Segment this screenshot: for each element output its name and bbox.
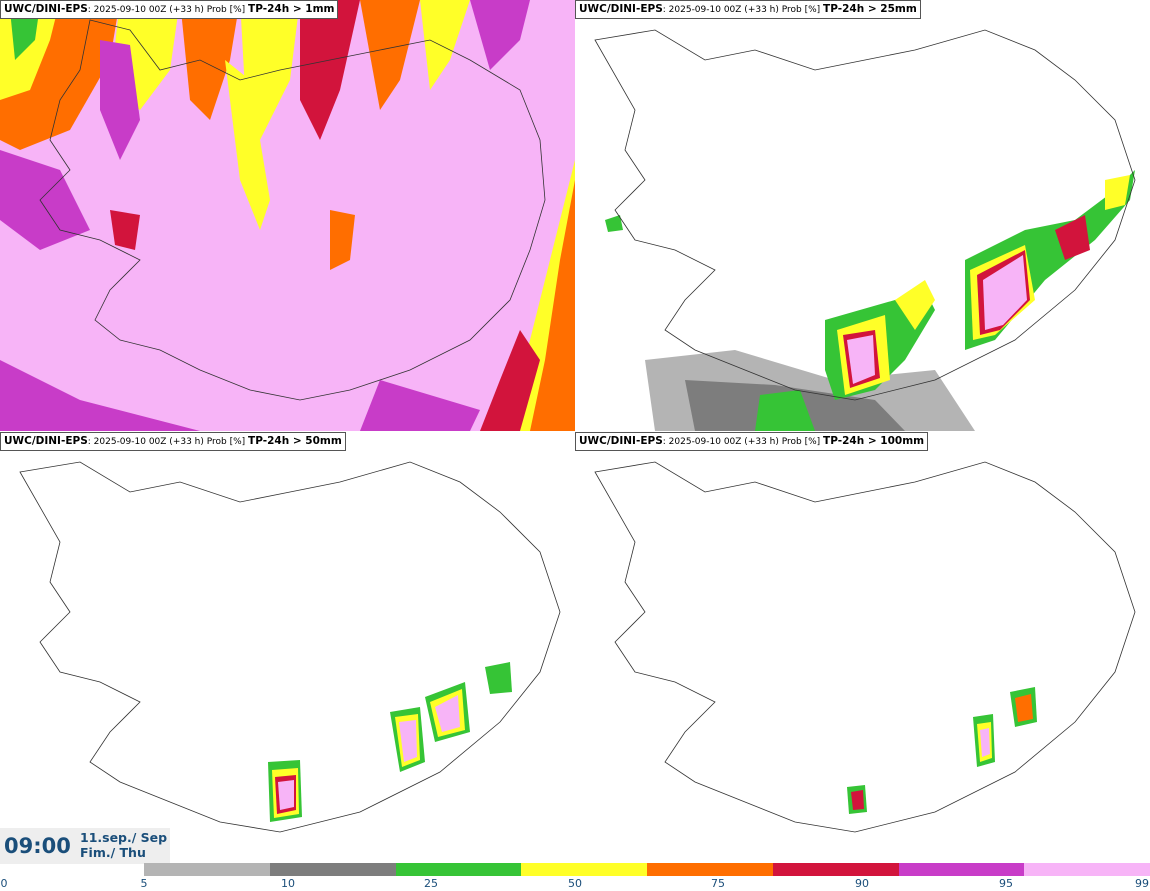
legend-tick-label: 10 [281, 877, 295, 890]
legend-swatch [1024, 863, 1150, 876]
legend-tick-label: 90 [855, 877, 869, 890]
map-panel-1mm: UWC/DINI-EPS: 2025-09-10 00Z (+33 h) Pro… [0, 0, 575, 431]
legend-swatch [269, 863, 396, 876]
valid-date: 11.sep./ Sep Fim./ Thu [80, 830, 167, 860]
probability-map [19, 461, 561, 833]
legend-swatch [898, 863, 1025, 876]
legend-tick-label: 75 [711, 877, 725, 890]
probability-legend-bar [144, 863, 1150, 876]
probability-map [594, 461, 1136, 833]
legend-swatch [395, 863, 522, 876]
valid-time: 09:00 [4, 834, 71, 858]
panel-title: UWC/DINI-EPS: 2025-09-10 00Z (+33 h) Pro… [0, 0, 339, 19]
legend-swatch [521, 863, 648, 876]
legend-tick-label: 99 [1135, 877, 1149, 890]
valid-time-box: 09:00 11.sep./ Sep Fim./ Thu [0, 828, 170, 864]
legend-tick-label: 25 [424, 877, 438, 890]
map-panel-50mm: UWC/DINI-EPS: 2025-09-10 00Z (+33 h) Pro… [0, 432, 575, 863]
panel-title: UWC/DINI-EPS: 2025-09-10 00Z (+33 h) Pro… [575, 432, 929, 451]
legend-swatch [144, 863, 271, 876]
legend-tick-label: 0 [0, 877, 8, 890]
map-panel-100mm: UWC/DINI-EPS: 2025-09-10 00Z (+33 h) Pro… [575, 432, 1150, 863]
legend-tick-label: 95 [999, 877, 1013, 890]
panel-title: UWC/DINI-EPS: 2025-09-10 00Z (+33 h) Pro… [0, 432, 346, 451]
valid-date-line1: 11.sep./ Sep [80, 830, 168, 845]
legend-tick-label: 50 [568, 877, 582, 890]
legend-tick-label: 5 [140, 877, 148, 890]
panel-title: UWC/DINI-EPS: 2025-09-10 00Z (+33 h) Pro… [575, 0, 921, 19]
valid-date-line2: Fim./ Thu [80, 845, 146, 860]
probability-map [594, 29, 1136, 431]
legend-swatch [647, 863, 774, 876]
probability-map [0, 0, 575, 431]
legend-swatch [772, 863, 899, 876]
map-panel-25mm: UWC/DINI-EPS: 2025-09-10 00Z (+33 h) Pro… [575, 0, 1150, 431]
